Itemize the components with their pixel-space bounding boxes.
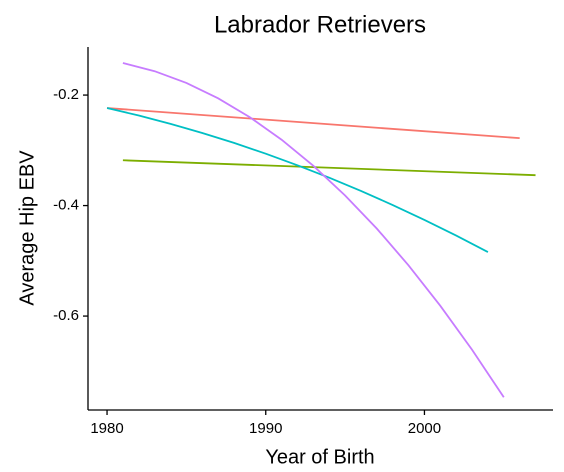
y-axis-title: Average Hip EBV [16,150,38,306]
series-line [122,62,505,398]
series-line [122,159,536,177]
x-axis-title: Year of Birth [265,446,374,468]
y-tick-label: -0.6 [53,307,79,324]
y-tick-label: -0.2 [53,86,79,103]
x-tick-label: 1980 [90,420,123,437]
series-line [106,107,489,253]
chart-title: Labrador Retrievers [214,11,426,38]
x-tick-label: 2000 [408,420,441,437]
x-tick-label: 1990 [249,420,282,437]
y-tick-label: -0.4 [53,197,79,214]
series-line [106,107,520,140]
